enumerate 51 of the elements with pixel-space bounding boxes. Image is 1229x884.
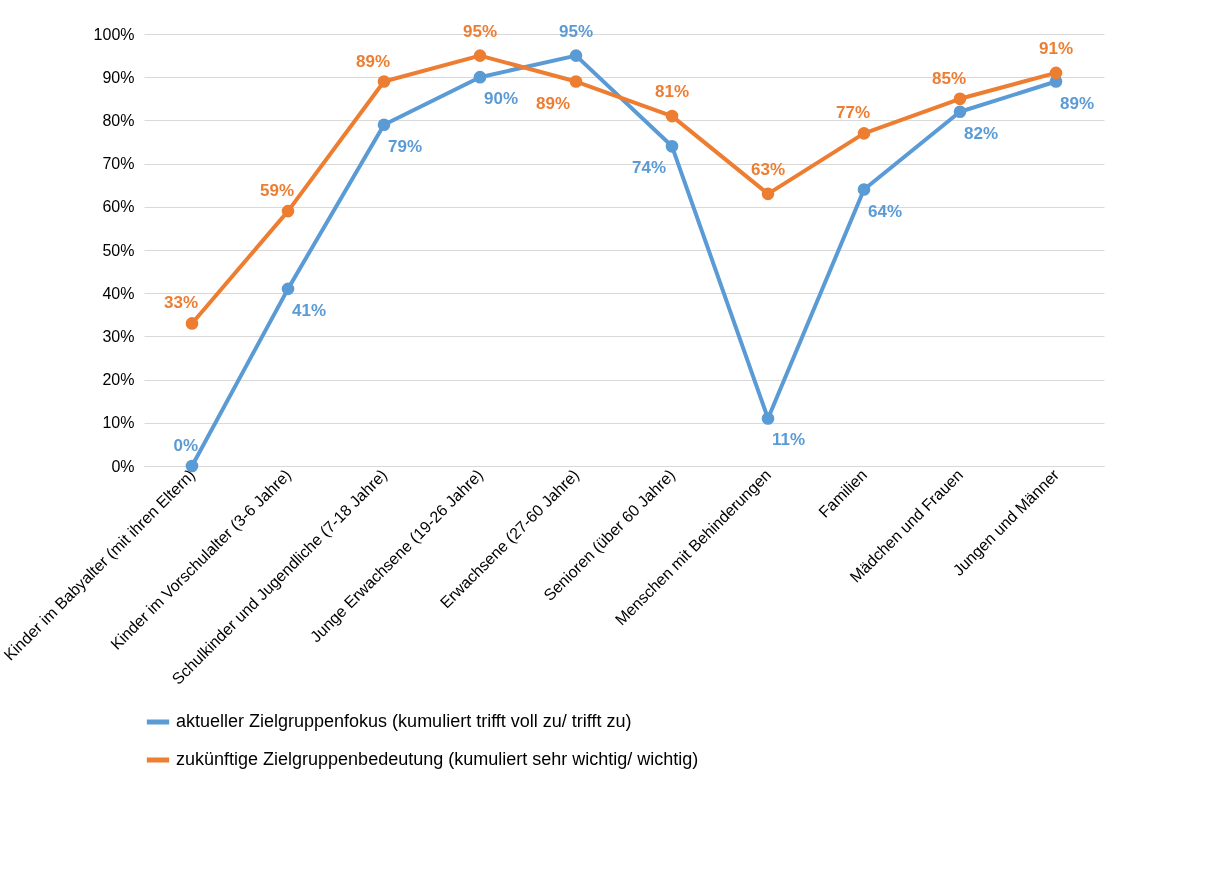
point bbox=[185, 317, 199, 330]
point bbox=[473, 49, 487, 62]
data-label: 82% bbox=[964, 123, 999, 143]
y-tick-label: 40% bbox=[102, 284, 135, 302]
y-tick-label: 80% bbox=[102, 111, 135, 129]
data-label: 0% bbox=[173, 436, 198, 455]
data-label: 89% bbox=[355, 51, 390, 71]
point bbox=[761, 187, 775, 201]
point bbox=[665, 140, 679, 153]
y-tick-label: 90% bbox=[102, 68, 135, 86]
legend-label: zukünftige Zielgruppenbedeutung (kumuliert sehr wichtig/ wichtig) bbox=[176, 749, 699, 769]
data-label: 89% bbox=[535, 93, 570, 113]
data-label: 64% bbox=[868, 201, 903, 221]
y-tick-label: 60% bbox=[102, 198, 135, 216]
data-label: 63% bbox=[750, 159, 786, 179]
data-label: 59% bbox=[259, 181, 294, 201]
y-tick-label: 50% bbox=[102, 241, 135, 259]
data-label: 41% bbox=[292, 300, 327, 320]
point bbox=[281, 204, 295, 218]
point bbox=[377, 75, 391, 88]
point bbox=[377, 118, 391, 132]
data-label: 81% bbox=[654, 82, 690, 102]
data-label: 91% bbox=[1038, 38, 1074, 58]
legend-label: aktueller Zielgruppenfokus (kumuliert trifft voll zu/ trifft zu) bbox=[176, 711, 632, 731]
y-tick-label: 10% bbox=[102, 414, 135, 432]
point bbox=[665, 109, 679, 123]
point bbox=[1049, 66, 1063, 80]
data-label: 89% bbox=[1060, 93, 1095, 113]
data-label: 11% bbox=[772, 430, 806, 450]
point bbox=[569, 49, 583, 62]
y-tick-label: 100% bbox=[93, 25, 135, 43]
data-label: 90% bbox=[484, 89, 519, 109]
point bbox=[953, 105, 967, 119]
point bbox=[857, 127, 871, 140]
y-tick-label: 30% bbox=[102, 327, 135, 345]
y-tick-label: 70% bbox=[102, 155, 135, 173]
data-label: 74% bbox=[631, 158, 666, 178]
data-label: 85% bbox=[931, 68, 966, 88]
data-label: 79% bbox=[388, 136, 423, 156]
point bbox=[761, 412, 775, 425]
point bbox=[281, 282, 295, 296]
point bbox=[473, 70, 487, 84]
point bbox=[857, 183, 871, 196]
point bbox=[569, 75, 583, 88]
y-tick-label: 20% bbox=[102, 371, 135, 389]
data-label: 95% bbox=[558, 21, 594, 41]
data-label: 33% bbox=[163, 293, 198, 313]
point bbox=[953, 92, 967, 106]
data-label: 95% bbox=[462, 21, 498, 41]
data-label: 77% bbox=[835, 103, 870, 123]
y-tick-label: 0% bbox=[111, 457, 135, 475]
